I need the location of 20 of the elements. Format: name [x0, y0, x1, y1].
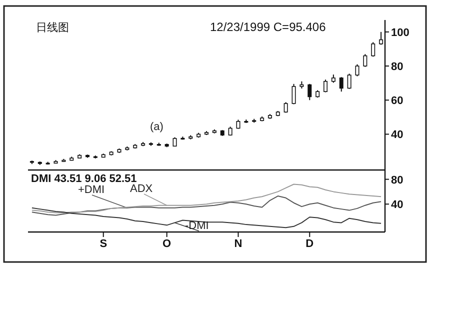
- y-tick-label: 100: [391, 26, 410, 39]
- chart-subtitle: 12/23/1999 C=95.406: [210, 20, 326, 34]
- line-series: [31, 207, 382, 228]
- y-tick-label: 40: [391, 129, 404, 142]
- x-tick-label: S: [100, 238, 108, 250]
- line-series: [31, 196, 382, 216]
- x-tick-label: D: [306, 238, 314, 250]
- series-label: -DMI: [185, 220, 209, 232]
- series-label: ADX: [130, 183, 154, 195]
- y-tick-label: 80: [391, 61, 404, 74]
- chart-title: DMI 43.51 9.06 52.51: [31, 173, 137, 185]
- x-tick-label: O: [162, 238, 172, 250]
- y-tick-label: 40: [391, 199, 404, 212]
- chart-title: 日线图: [36, 21, 69, 34]
- annotation: (a): [150, 121, 164, 133]
- line-series: [31, 184, 382, 214]
- series-label: +DMI: [78, 184, 105, 196]
- x-tick-label: N: [234, 238, 242, 250]
- y-tick-label: 60: [391, 95, 404, 108]
- y-tick-label: 80: [391, 174, 404, 186]
